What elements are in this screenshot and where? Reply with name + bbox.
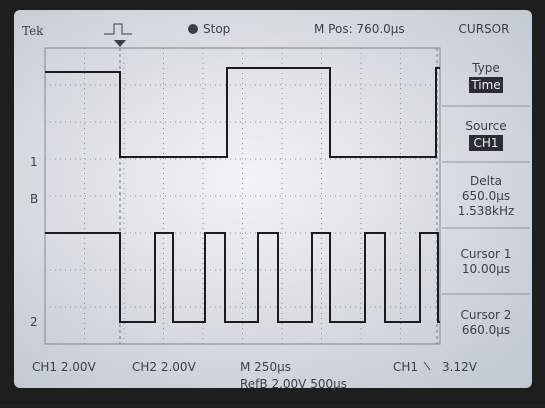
menu-value-box [469, 77, 503, 93]
ch1-marker: 1 [30, 155, 38, 169]
ch1-scale: CH1 2.00V [32, 360, 97, 374]
ch2-marker: 2 [30, 315, 38, 329]
ch1-trace [45, 67, 440, 158]
horizontal-position: M Pos: 760.0μs [314, 22, 405, 36]
menu-title: CURSOR [459, 22, 510, 36]
ref-scale: RefB 2.00V 500μs [240, 377, 347, 391]
menu-value: CH1 [473, 136, 498, 150]
run-status: Stop [203, 22, 230, 36]
menu-label: Delta [470, 174, 502, 188]
menu-value-box [469, 135, 503, 151]
stop-dot [188, 24, 198, 34]
menu-label: Type [471, 61, 500, 75]
menu-value: Time [470, 78, 500, 92]
ch2-scale: CH2 2.00V [132, 360, 197, 374]
brand: Tek [22, 24, 44, 38]
menu-label: Cursor 1 [461, 247, 512, 261]
ch2-trace [45, 232, 440, 323]
menu-reading: 10.00μs [462, 262, 510, 276]
refb-marker: B [30, 192, 38, 206]
trigger-position [114, 40, 126, 47]
trigger-source: CH1 [393, 360, 418, 374]
trigger-level: 3.12V [442, 360, 478, 374]
trigger-icon [104, 23, 132, 35]
display [14, 10, 532, 388]
menu-label: Cursor 2 [461, 308, 512, 322]
menu-reading: 1.538kHz [458, 204, 515, 218]
timebase: M 250μs [240, 360, 291, 374]
menu-reading: 660.0μs [462, 323, 510, 337]
menu-reading: 650.0μs [462, 189, 510, 203]
menu-label: Source [465, 119, 506, 133]
trigger-slope [423, 361, 431, 371]
